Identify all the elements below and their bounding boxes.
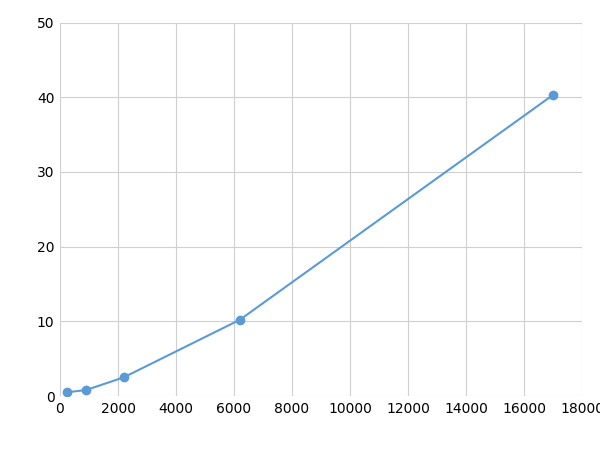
- Point: [62, 389, 72, 396]
- Point: [235, 316, 245, 324]
- Point: [548, 91, 558, 99]
- Point: [119, 374, 128, 381]
- Point: [81, 387, 91, 394]
